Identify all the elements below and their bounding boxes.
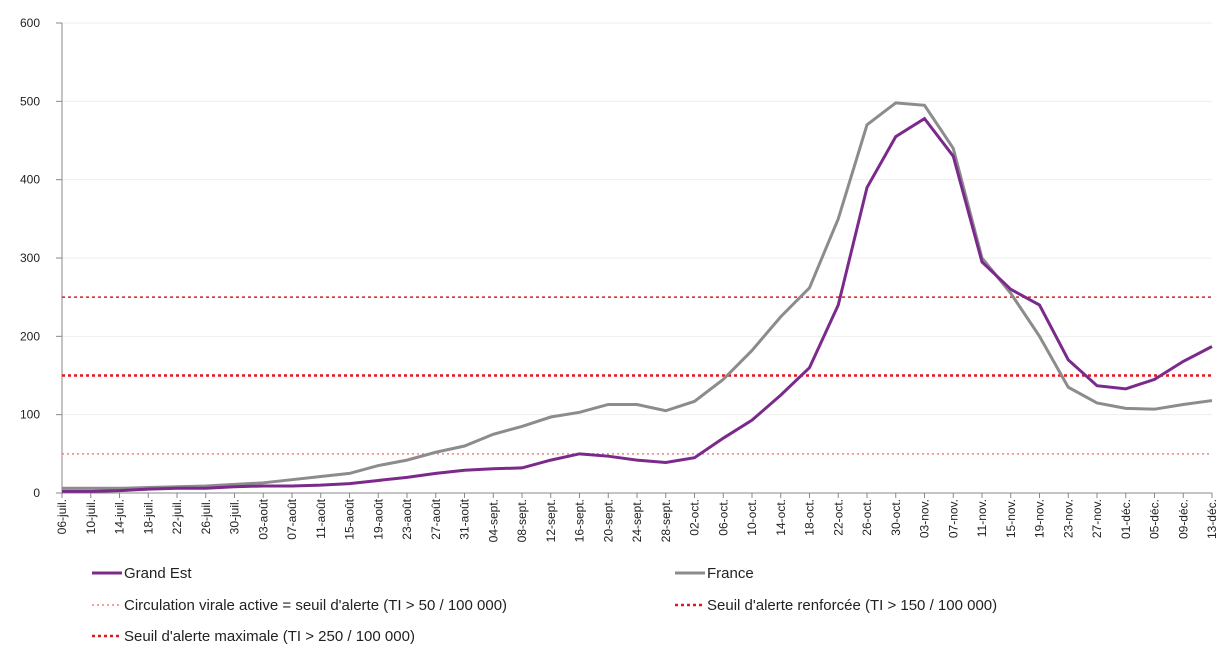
legend-label: Circulation virale active = seuil d'aler…: [124, 597, 507, 614]
legend-label: Grand Est: [124, 565, 192, 582]
y-tick-label: 600: [20, 16, 40, 30]
x-tick-label: 07-août: [285, 498, 299, 539]
x-tick-label: 11-nov.: [975, 499, 989, 537]
x-tick-label: 30-juil.: [228, 499, 242, 534]
x-tick-label: 12-sept.: [544, 499, 558, 542]
x-tick-label: 22-juil.: [170, 499, 184, 534]
x-tick-label: 05-déc.: [1148, 499, 1162, 539]
x-tick-label: 02-oct.: [688, 499, 702, 536]
x-tick-label: 19-nov.: [1033, 499, 1047, 538]
legend-label: France: [707, 565, 754, 582]
series-line: [62, 101, 1213, 490]
y-tick-label: 500: [20, 94, 40, 108]
x-tick-label: 30-oct.: [889, 499, 903, 536]
x-tick-label: 10-oct.: [745, 499, 759, 536]
x-tick-label: 18-oct.: [803, 499, 817, 536]
x-tick-label: 19-août: [371, 498, 385, 539]
x-tick-label: 26-juil.: [199, 499, 213, 534]
x-tick-label: 16-sept.: [573, 499, 587, 542]
x-tick-label: 14-oct.: [774, 499, 788, 536]
x-tick-label: 07-nov.: [946, 499, 960, 538]
y-tick-label: 400: [20, 173, 40, 187]
x-tick-label: 09-déc.: [1176, 499, 1190, 539]
x-tick-label: 06-juil.: [55, 499, 69, 534]
x-tick-label: 26-oct.: [860, 499, 874, 536]
x-tick-label: 31-août: [458, 498, 472, 539]
x-tick-label: 22-oct.: [831, 499, 845, 536]
x-tick-label: 15-nov.: [1004, 499, 1018, 538]
x-tick-label: 24-sept.: [630, 499, 644, 542]
legend-label: Seuil d'alerte renforcée (TI > 150 / 100…: [707, 597, 997, 614]
x-tick-label: 27-août: [429, 498, 443, 539]
x-tick-label: 15-août: [343, 498, 357, 539]
x-tick-label: 20-sept.: [601, 499, 615, 542]
x-tick-label: 08-sept.: [515, 499, 529, 542]
x-tick-label: 01-déc.: [1119, 499, 1133, 539]
x-tick-label: 28-sept.: [659, 499, 673, 542]
x-tick-label: 27-nov.: [1090, 499, 1104, 538]
y-tick-label: 200: [20, 329, 40, 343]
x-tick-label: 18-juil.: [141, 499, 155, 534]
x-tick-label: 13-déc.: [1205, 499, 1217, 539]
x-tick-label: 06-oct.: [716, 499, 730, 536]
legend-label: Seuil d'alerte maximale (TI > 250 / 100 …: [124, 628, 415, 645]
series-line: [62, 116, 1213, 493]
y-tick-label: 300: [20, 251, 40, 265]
x-tick-label: 03-nov.: [918, 499, 932, 538]
x-tick-label: 04-sept.: [486, 499, 500, 542]
x-tick-label: 03-août: [256, 498, 270, 539]
x-tick-label: 23-août: [400, 498, 414, 539]
x-tick-label: 11-août: [314, 498, 328, 538]
y-tick-label: 100: [20, 408, 40, 422]
x-tick-label: 23-nov.: [1061, 499, 1075, 538]
x-tick-label: 10-juil.: [84, 499, 98, 534]
y-tick-label: 0: [33, 486, 40, 500]
x-tick-label: 14-juil.: [113, 499, 127, 534]
